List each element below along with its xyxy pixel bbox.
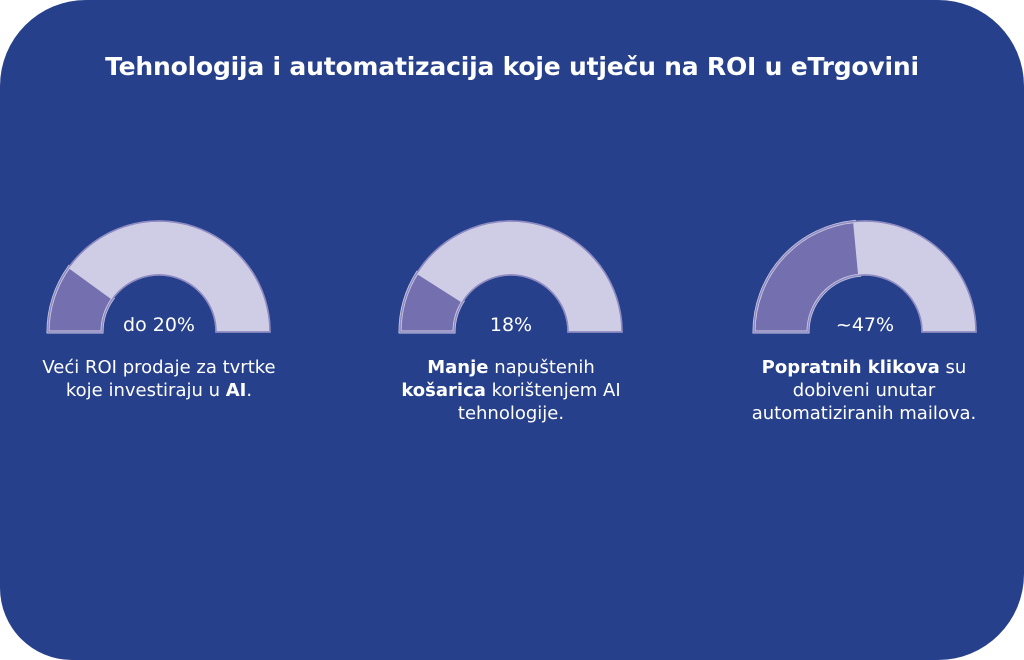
gauge-3-description: Popratnih klikova su dobiveni unutar aut…: [714, 356, 1014, 425]
gauge-1-desc-line-2: koje investiraju u AI.: [65, 380, 253, 401]
gauge-2-value: 18%: [489, 314, 533, 336]
gauge-3-desc-line-2: dobiveni unutar: [792, 380, 936, 401]
gauge-2-description: Manje napuštenih košarica korištenjem AI…: [361, 356, 661, 425]
gauge-1-value: do 20%: [123, 314, 195, 336]
gauge-3-desc-line-3: automatiziranih mailova.: [751, 403, 977, 424]
gauge-3-value: ~47%: [835, 314, 895, 336]
gauge-3-desc-line-1: Popratnih klikova su: [761, 357, 967, 378]
gauge-2-desc-line-2: košarica korištenjem AI: [401, 380, 621, 401]
gauge-1-description: Veći ROI prodaje za tvrtke koje investir…: [9, 356, 309, 402]
gauge-2-desc-line-1: Manje napuštenih: [427, 357, 595, 378]
gauge-2-desc-line-3: tehnologije.: [457, 403, 565, 424]
gauge-1-desc-line-1: Veći ROI prodaje za tvrtke: [42, 357, 276, 378]
page-title: Tehnologija i automatizacija koje utječu…: [105, 52, 919, 81]
